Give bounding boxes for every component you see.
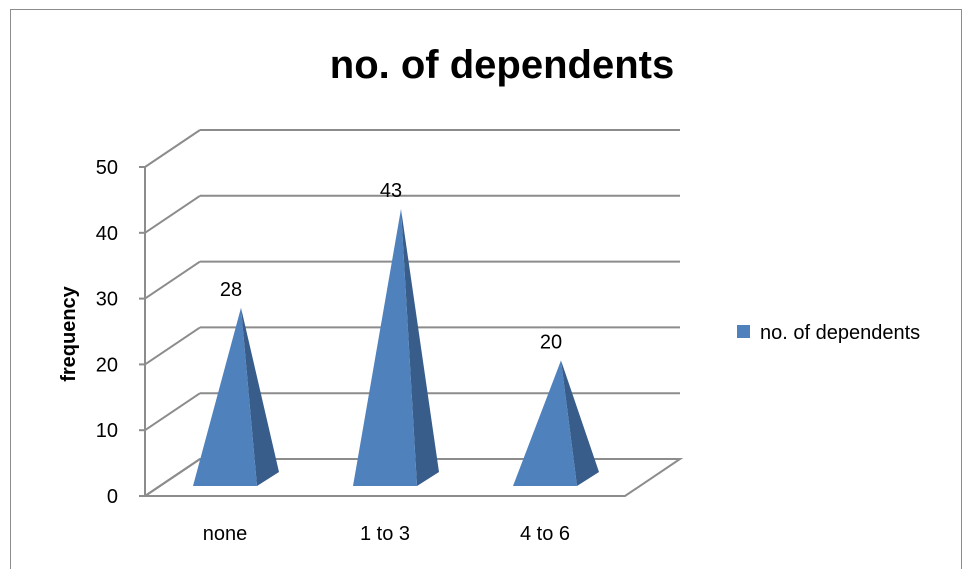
data-label: 20: [540, 331, 562, 353]
bar-side-face: [401, 209, 439, 486]
bar-front-face: [513, 360, 577, 486]
y-tick-label: 0: [107, 486, 118, 508]
y-axis-ticks: 0 10 20 30 40 50: [96, 157, 118, 508]
grid-diagonal: [144, 129, 201, 168]
bar-side-face: [561, 360, 599, 486]
data-label: 28: [220, 279, 242, 301]
bars: [193, 209, 599, 486]
data-label: 43: [380, 180, 402, 202]
chart-floor: [141, 458, 684, 497]
grid-diagonal: [144, 194, 201, 234]
y-tick-label: 30: [96, 289, 118, 311]
bar: [353, 209, 439, 486]
x-tick-label: none: [203, 523, 248, 545]
y-tick-label: 40: [96, 223, 118, 245]
grid-diagonal: [144, 326, 201, 366]
x-axis-ticks: none 1 to 3 4 to 6: [203, 523, 570, 545]
bar-front-face: [193, 307, 257, 486]
grid-diagonal: [144, 260, 201, 300]
bar-front-face: [353, 209, 417, 486]
data-labels: 28 43 20: [220, 180, 562, 353]
legend: no. of dependents: [737, 322, 920, 344]
x-tick-label: 4 to 6: [520, 523, 570, 545]
y-axis-label: frequency: [58, 285, 80, 381]
legend-swatch: [737, 325, 750, 338]
legend-entry: no. of dependents: [760, 322, 920, 344]
bar-side-face: [241, 307, 279, 486]
grid: [139, 129, 684, 497]
chart-frame: [10, 9, 962, 569]
y-tick-label: 10: [96, 420, 118, 442]
x-tick-label: 1 to 3: [360, 523, 410, 545]
y-tick-label: 50: [96, 157, 118, 179]
chart-title: no. of dependents: [330, 43, 674, 87]
bar: [513, 360, 599, 486]
grid-diagonal: [144, 392, 201, 432]
bar: [193, 307, 279, 486]
y-tick-label: 20: [96, 354, 118, 376]
